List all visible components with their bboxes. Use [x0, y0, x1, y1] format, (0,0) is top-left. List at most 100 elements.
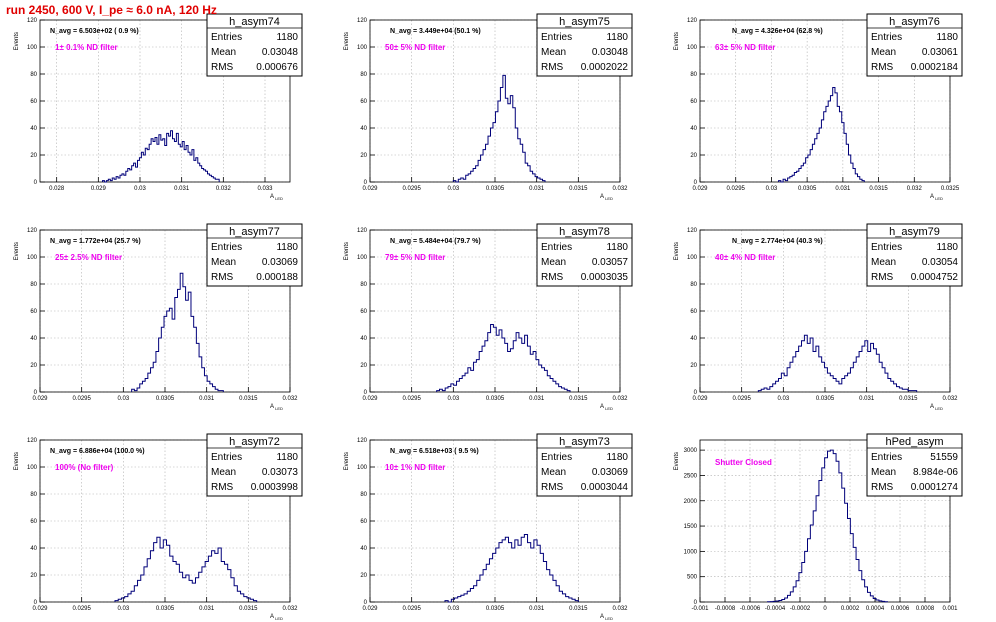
n-avg-label: N_avg = 3.449e+04 (50.1 %): [390, 28, 481, 35]
stats-label-entries: Entries: [541, 452, 572, 463]
x-tick-label: 0.032: [942, 396, 958, 402]
stats-label-entries: Entries: [211, 452, 242, 463]
histogram-panel-h_asym73: 0.029 0.0295 0.03 0.0305 0.031 0.0315 0.032 0 20…: [344, 433, 633, 621]
filter-label: 40± 4% ND filter: [715, 253, 775, 262]
y-axis-title: Events: [14, 452, 20, 470]
y-axis-title: Events: [14, 242, 20, 260]
x-tick-label: 0.029: [32, 606, 48, 612]
y-tick-label: 120: [357, 18, 368, 24]
y-tick-label: 100: [27, 465, 38, 471]
x-tick-label: 0.0305: [156, 396, 175, 402]
stats-value-mean: 0.03057: [592, 257, 629, 268]
y-axis-title: Events: [674, 452, 680, 470]
stats-value-rms: 0.0002022: [581, 62, 629, 73]
x-tick-label: 0.028: [49, 186, 65, 192]
stats-label-mean: Mean: [211, 257, 236, 268]
x-tick-label: 0.0325: [941, 186, 960, 192]
y-tick-label: 40: [360, 546, 367, 552]
stats-box-frame: [206, 433, 303, 497]
stats-value-entries: 1180: [276, 242, 298, 253]
n-avg-label: N_avg = 6.886e+04 (100.0 %): [50, 448, 145, 455]
x-tick-label: 0.029: [362, 186, 378, 192]
y-tick-label: 20: [690, 363, 697, 369]
n-avg-label: N_avg = 2.774e+04 (40.3 %): [732, 238, 823, 245]
stats-label-mean: Mean: [871, 257, 896, 268]
y-axis-title: Events: [14, 32, 20, 50]
x-tick-label: 0.031: [529, 186, 545, 192]
stats-label-entries: Entries: [541, 32, 572, 43]
stats-value-entries: 1180: [936, 242, 958, 253]
stats-label-entries: Entries: [871, 32, 902, 43]
x-tick-label: 0.032: [282, 396, 298, 402]
y-tick-label: 40: [360, 126, 367, 132]
y-axis-title: Events: [344, 452, 350, 470]
x-tick-label: 0.03: [447, 396, 459, 402]
x-tick-label: 0.0305: [486, 396, 505, 402]
x-tick-label: 0.0008: [916, 606, 935, 612]
y-tick-label: 20: [360, 153, 367, 159]
filter-label: 10± 1% ND filter: [385, 463, 445, 472]
x-tick-label: 0.0004: [866, 606, 885, 612]
stats-label-mean: Mean: [211, 47, 236, 58]
y-tick-label: 40: [360, 336, 367, 342]
filter-label: Shutter Closed: [715, 458, 772, 467]
x-tick-label: 0.0315: [569, 606, 588, 612]
x-tick-label: 0.032: [907, 186, 923, 192]
stats-box-frame: [536, 433, 633, 497]
y-tick-label: 60: [30, 309, 37, 315]
x-axis-title: A LED: [600, 614, 613, 621]
stats-value-entries: 1180: [936, 32, 958, 43]
stats-box-frame: [866, 223, 963, 287]
x-tick-label: 0.0315: [899, 396, 918, 402]
x-tick-label: 0.001: [942, 606, 958, 612]
y-tick-label: 60: [360, 309, 367, 315]
stats-histogram-name: h_asym75: [559, 16, 610, 28]
stats-box: h_asym79 Entries 1180 Mean 0.03054 RMS 0.00047…: [866, 223, 963, 287]
stats-histogram-name: h_asym76: [889, 16, 940, 28]
x-axis-title: A LED: [270, 404, 283, 411]
y-tick-label: 0: [364, 600, 368, 606]
x-axis-title: A LED: [930, 194, 943, 201]
x-tick-label: 0.031: [529, 396, 545, 402]
stats-label-rms: RMS: [211, 482, 234, 493]
histogram-panel-h_asym75: 0.029 0.0295 0.03 0.0305 0.031 0.0315 0.032 0 20…: [344, 13, 633, 201]
stats-histogram-name: hPed_asym: [885, 436, 943, 448]
stats-label-rms: RMS: [871, 62, 894, 73]
stats-box-frame: [536, 223, 633, 287]
stats-label-entries: Entries: [871, 242, 902, 253]
y-tick-label: 80: [690, 282, 697, 288]
x-tick-label: 0: [823, 606, 827, 612]
x-tick-label: 0.03: [777, 396, 789, 402]
stats-label-entries: Entries: [211, 32, 242, 43]
stats-value-mean: 0.03054: [922, 257, 959, 268]
x-tick-label: 0.0295: [402, 186, 421, 192]
y-tick-label: 0: [694, 390, 698, 396]
stats-value-entries: 1180: [606, 242, 628, 253]
y-axis-title: Events: [344, 32, 350, 50]
x-tick-label: -0.0002: [790, 606, 811, 612]
x-tick-label: 0.029: [91, 186, 107, 192]
y-tick-label: 1000: [684, 549, 698, 555]
y-tick-label: 80: [30, 72, 37, 78]
x-tick-label: 0.032: [612, 396, 628, 402]
stats-label-entries: Entries: [541, 242, 572, 253]
histogram-panel-hPed_asym: -0.001 -0.0008 -0.0006 -0.0004 -0.0002 0 0.000…: [674, 433, 963, 612]
x-tick-label: 0.032: [612, 186, 628, 192]
x-tick-label: 0.029: [692, 186, 708, 192]
stats-box-frame: [206, 223, 303, 287]
stats-histogram-name: h_asym77: [229, 226, 280, 238]
stats-histogram-name: h_asym79: [889, 226, 940, 238]
x-tick-label: 0.029: [692, 396, 708, 402]
histogram-series-h_asym73: [444, 534, 579, 603]
y-tick-label: 80: [30, 492, 37, 498]
y-tick-label: 20: [30, 573, 37, 579]
x-tick-label: 0.03: [117, 606, 129, 612]
x-tick-label: 0.03: [134, 186, 146, 192]
x-tick-label: 0.0315: [239, 396, 258, 402]
x-tick-label: -0.0004: [765, 606, 786, 612]
stats-label-mean: Mean: [871, 467, 896, 478]
y-tick-label: 20: [30, 153, 37, 159]
y-tick-label: 60: [30, 99, 37, 105]
filter-label: 1± 0.1% ND filter: [55, 43, 118, 52]
y-tick-label: 2000: [684, 499, 698, 505]
